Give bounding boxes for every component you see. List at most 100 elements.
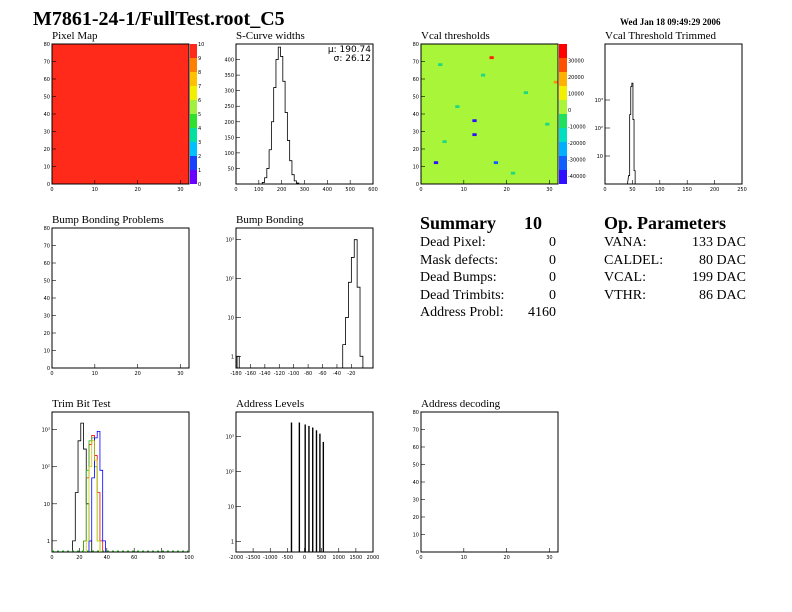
vcal-thresholds-ytick-label: 80 — [413, 42, 419, 48]
bump-bonding-histogram — [342, 239, 364, 368]
pixel-map-palette-cell — [190, 170, 197, 184]
summary-total: 10 — [524, 213, 542, 233]
trim-bit-test-series-blue — [88, 430, 106, 552]
summary-row: Address Probl: 4160 — [420, 304, 556, 322]
vcal-thresholds-ztick-label: 30000 — [568, 58, 584, 64]
address-decoding-ytick-label: 40 — [413, 480, 419, 486]
pixel-map-ztick-label: 4 — [198, 126, 201, 132]
vcal-thresholds-outlier-pixel — [455, 105, 460, 109]
trim-bit-test-title: Trim Bit Test — [52, 398, 111, 410]
op-param-row: CALDEL: 80 DAC — [604, 252, 746, 270]
vcal-thresholds-outlier-pixel — [472, 133, 477, 137]
scurve-widths-frame — [235, 43, 374, 185]
bump-bonding-problems-ytick-label: 60 — [44, 261, 50, 267]
pixel-map-ytick-label: 40 — [44, 112, 50, 118]
op-param-value: 133 DAC — [691, 235, 746, 250]
vcal-threshold-trimmed-xtick-label: 0 — [603, 187, 606, 193]
bump-bonding-ytick-label: 10³ — [226, 238, 234, 244]
vcal-thresholds-ytick-label: 0 — [416, 182, 419, 188]
timestamp: Wed Jan 18 09:49:29 2006 — [620, 17, 721, 27]
bump-bonding-problems-xtick-label: 10 — [92, 371, 98, 377]
pixel-map-xtick-label: 20 — [134, 187, 140, 193]
address-decoding-ytick-label: 20 — [413, 515, 419, 521]
summary-value: 0 — [549, 252, 556, 268]
address-decoding-ytick-label: 80 — [413, 410, 419, 416]
vcal-thresholds-ztick-label: 0 — [568, 108, 571, 114]
bump-bonding-problems-xtick-label: 20 — [134, 371, 140, 377]
summary-value: 4160 — [528, 305, 556, 320]
bump-bonding-xtick-label: -160 — [245, 371, 256, 377]
bump-bonding-xtick-label: -20 — [347, 371, 355, 377]
address-levels-xtick-label: 1500 — [350, 555, 363, 561]
bump-bonding-problems-title: Bump Bonding Problems — [52, 214, 164, 226]
vcal-thresholds-ytick-label: 70 — [413, 60, 419, 66]
pixel-map-ztick-label: 6 — [198, 98, 201, 104]
vcal-threshold-trimmed-histogram — [626, 82, 637, 185]
bump-bonding-problems-ytick-label: 40 — [44, 296, 50, 302]
vcal-threshold-trimmed-ytick-label: 10 — [597, 154, 603, 160]
op-param-label: CALDEL: — [604, 252, 664, 268]
vcal-thresholds-palette-cell — [559, 100, 567, 114]
vcal-thresholds-ytick-label: 10 — [413, 165, 419, 171]
vcal-threshold-trimmed-ytick-label: 10³ — [595, 98, 603, 104]
pixel-map-ztick-label: 7 — [198, 84, 201, 90]
scurve-widths-stat-mean: μ: 190.74 — [328, 45, 371, 55]
address-decoding-ytick-label: 30 — [413, 498, 419, 504]
address-decoding-ytick-label: 0 — [416, 550, 419, 556]
bump-bonding-ytick-label: 1 — [231, 354, 234, 360]
pixel-map-ytick-label: 30 — [44, 130, 50, 136]
address-decoding-ytick-label: 70 — [413, 428, 419, 434]
scurve-widths-ytick-label: 350 — [224, 73, 234, 79]
trim-bit-test-ytick-label: 10² — [42, 465, 50, 471]
vcal-thresholds-ytick-label: 20 — [413, 147, 419, 153]
address-decoding-xtick-label: 10 — [461, 555, 467, 561]
vcal-thresholds-palette-cell — [559, 114, 567, 128]
bump-bonding-xtick-label: -80 — [304, 371, 312, 377]
vcal-thresholds-ztick-label: -40000 — [568, 174, 586, 180]
address-levels-title: Address Levels — [236, 398, 305, 410]
pixel-map-palette-cell — [190, 72, 197, 86]
address-levels-xtick-label: -500 — [282, 555, 293, 561]
address-levels-xtick-label: 0 — [303, 555, 306, 561]
vcal-threshold-trimmed-frame — [604, 43, 743, 185]
summary-row: Dead Bumps: 0 — [420, 269, 556, 287]
trim-bit-test-ytick-label: 10³ — [42, 428, 50, 434]
summary-label: Dead Trimbits: — [420, 287, 505, 303]
bump-bonding-problems-ytick-label: 10 — [44, 349, 50, 355]
bump-bonding-problems-ytick-label: 0 — [47, 366, 50, 372]
summary-label: Dead Pixel: — [420, 235, 486, 250]
bump-bonding-problems-ytick-label: 50 — [44, 279, 50, 285]
vcal-thresholds-outlier-pixel — [523, 91, 529, 95]
op-param-row: VANA: 133 DAC — [604, 234, 746, 252]
trim-bit-test-xtick-label: 100 — [184, 555, 194, 561]
vcal-thresholds-xtick-label: 0 — [419, 187, 422, 193]
vcal-thresholds-outlier-pixel — [480, 73, 486, 77]
vcal-thresholds-ztick-label: 20000 — [568, 75, 584, 81]
scurve-widths-ytick-label: 250 — [224, 104, 234, 110]
vcal-thresholds-xtick-label: 10 — [461, 187, 467, 193]
address-levels-xtick-label: -1000 — [263, 555, 278, 561]
trim-bit-test-series-yellow — [85, 440, 101, 552]
vcal-thresholds-ytick-label: 50 — [413, 95, 419, 101]
op-param-value: 86 DAC — [698, 287, 746, 303]
pixel-map-ztick-label: 5 — [198, 112, 201, 118]
op-param-label: VANA: — [604, 235, 647, 250]
scurve-widths-xtick-label: 200 — [277, 187, 287, 193]
vcal-thresholds-outlier-pixel — [438, 63, 443, 67]
pixel-map-palette-cell — [190, 86, 197, 100]
address-decoding-xtick-label: 20 — [503, 555, 509, 561]
op-param-row: VCAL: 199 DAC — [604, 269, 746, 287]
vcal-thresholds-outlier-pixel — [510, 171, 516, 175]
address-levels-xtick-label: -1500 — [246, 555, 261, 561]
bump-bonding-xtick-label: -60 — [318, 371, 326, 377]
vcal-threshold-trimmed-xtick-label: 250 — [737, 187, 747, 193]
vcal-thresholds-ztick-label: -10000 — [568, 124, 586, 130]
vcal-thresholds-palette-cell — [559, 58, 567, 72]
trim-bit-test-frame — [51, 411, 190, 553]
pixel-map-palette-cell — [190, 114, 197, 128]
pixel-map-ytick-label: 0 — [47, 182, 50, 188]
vcal-thresholds-palette-cell — [559, 156, 567, 170]
pixel-map-ztick-label: 8 — [198, 70, 201, 76]
scurve-widths-ytick-label: 300 — [224, 89, 234, 95]
